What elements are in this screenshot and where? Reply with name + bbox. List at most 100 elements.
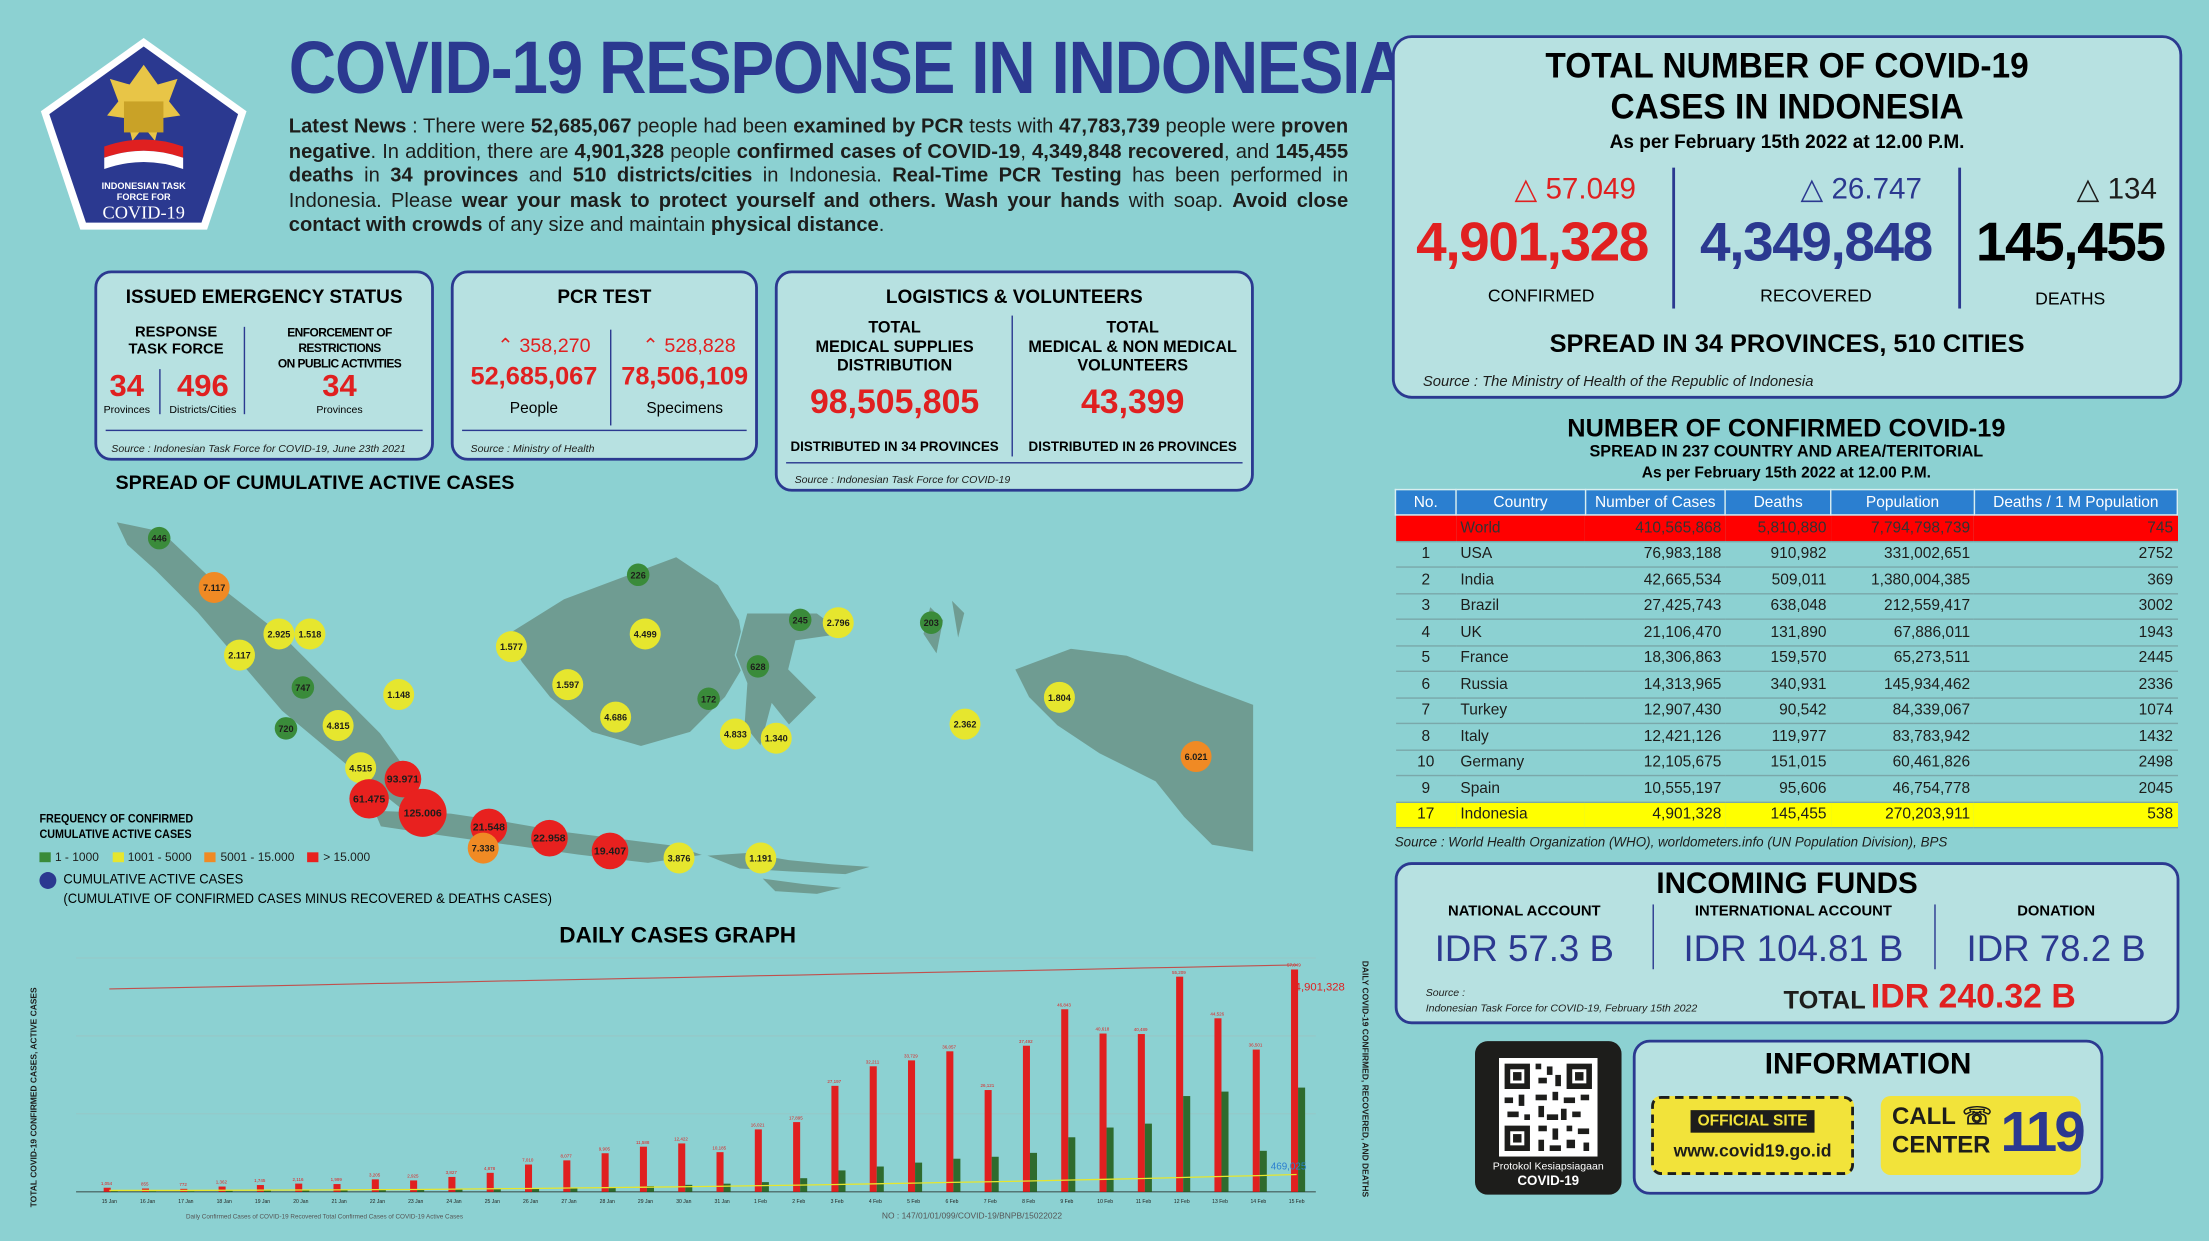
cell-country: UK xyxy=(1456,619,1585,646)
official-site-url: www.covid19.go.id xyxy=(1673,1141,1832,1161)
recovered-bar xyxy=(302,1190,310,1192)
daily-confirmed-bar xyxy=(908,1060,916,1192)
divider xyxy=(1672,167,1676,309)
x-tick-label: 14 Feb xyxy=(1250,1199,1266,1205)
x-tick-label: 6 Feb xyxy=(945,1199,958,1205)
x-tick-label: 2 Feb xyxy=(792,1199,805,1205)
legend-label: 1 - 1000 xyxy=(54,849,99,864)
daily-confirmed-bar xyxy=(103,1187,111,1192)
legend-title-line: FREQUENCY OF CONFIRMED xyxy=(39,811,194,826)
qr-caption2: COVID-19 xyxy=(1517,1173,1580,1190)
daily-confirmed-bar xyxy=(1061,1009,1069,1192)
table-row: 2 India 42,665,534 509,011 1,380,004,385 369 xyxy=(1395,567,2178,594)
cell-cases: 12,421,126 xyxy=(1584,723,1726,751)
daily-confirmed-bar xyxy=(1214,1018,1222,1192)
daily-confirmed-bar xyxy=(218,1186,226,1192)
daily-value-label: 40,618 xyxy=(1095,1027,1109,1032)
map-bubble xyxy=(822,607,854,639)
map-bubble-label: 4.515 xyxy=(349,763,372,773)
official-site-link[interactable]: OFFICIAL SITE www.covid19.go.id xyxy=(1651,1096,1854,1175)
recovered-bar xyxy=(532,1188,540,1192)
daily-confirmed-bar xyxy=(831,1085,839,1192)
daily-value-label: 1,054 xyxy=(101,1181,113,1186)
daily-value-label: 12,422 xyxy=(674,1137,688,1142)
world-asof: As per February 15th 2022 at 12.00 P.M. xyxy=(1641,464,1931,482)
cell-deaths-per-million: 1943 xyxy=(1974,619,2178,646)
qr-card[interactable]: Protokol Kesiapsiagaan COVID-19 xyxy=(1475,1041,1622,1195)
information-panel: INFORMATION OFFICIAL SITE www.covid19.go… xyxy=(1632,1039,2104,1195)
recovered-bar xyxy=(915,1162,923,1192)
international-account-value: IDR 104.81 B xyxy=(1683,926,1904,970)
cell-deaths: 638,048 xyxy=(1725,593,1831,620)
divider xyxy=(786,462,1243,464)
donation-label: DONATION xyxy=(2017,903,2096,920)
funds-source-label: Source : xyxy=(1425,986,1466,999)
deaths-delta: △ 134 xyxy=(2077,172,2157,207)
news-text: , xyxy=(1020,140,1033,163)
map-bubble-label: 7.117 xyxy=(203,583,225,593)
sumatra-shape xyxy=(114,520,431,814)
footer-code: NO : 147/01/01/099/COVID-19/BNPB/1502202… xyxy=(882,1211,1062,1221)
response-task-force-heading: RESPONSE TASK FORCE xyxy=(128,324,224,358)
col-cases-header: Number of Cases xyxy=(1584,488,1727,516)
cell-population: 67,886,011 xyxy=(1830,619,1975,646)
cell-population: 1,380,004,385 xyxy=(1830,567,1975,594)
cell-country: France xyxy=(1456,645,1585,672)
cell-country: USA xyxy=(1456,540,1585,568)
recovered-bar xyxy=(953,1158,961,1192)
table-row: 9 Spain 10,555,197 95,606 46,754,778 2045 xyxy=(1395,775,2178,803)
cell-country: Russia xyxy=(1456,671,1585,699)
map-bubble-label: 720 xyxy=(278,724,293,734)
daily-value-label: 9,905 xyxy=(599,1146,611,1151)
call-center-link[interactable]: CALL ☏ CENTER 119 xyxy=(1880,1096,2086,1175)
recovered-bar xyxy=(608,1187,616,1192)
active-cases-note: (CUMULATIVE OF CONFIRMED CASES MINUS REC… xyxy=(63,891,552,908)
daily-value-label: 37,492 xyxy=(1019,1039,1033,1044)
pcr-people-value: 52,685,067 xyxy=(470,362,598,391)
daily-value-label: 17,895 xyxy=(789,1115,803,1120)
cell-country: Turkey xyxy=(1456,697,1585,725)
pcr-specimens-label: Specimens xyxy=(646,400,724,418)
col-deaths-header: Deaths xyxy=(1724,488,1832,516)
up-arrow-icon: △ xyxy=(1800,173,1824,206)
pcr-source: Source : Ministry of Health xyxy=(470,442,595,456)
news-provinces: 34 provinces xyxy=(390,164,519,188)
pcr-people-label: People xyxy=(509,400,559,418)
x-tick-label: 12 Feb xyxy=(1174,1199,1190,1205)
news-text: in Indonesia. xyxy=(752,164,893,188)
cell-no: 3 xyxy=(1395,593,1457,620)
official-site-label: OFFICIAL SITE xyxy=(1690,1110,1815,1133)
x-tick-label: 8 Feb xyxy=(1022,1199,1035,1205)
map-bubble xyxy=(745,842,777,874)
legend-swatch xyxy=(307,852,319,863)
map-bubble xyxy=(552,669,584,701)
recovered-bar xyxy=(263,1190,271,1192)
world-cases-table: No. Country Number of Cases Deaths Popul… xyxy=(1394,488,2179,829)
emergency-source: Source : Indonesian Task Force for COVID… xyxy=(111,442,406,456)
x-tick-label: 22 Jan xyxy=(370,1199,385,1205)
recovered-bar xyxy=(570,1187,578,1192)
daily-value-label: 1,999 xyxy=(331,1177,343,1182)
map-bubble xyxy=(600,701,632,733)
legend-swatch xyxy=(112,852,124,863)
map-bubble-label: 1.804 xyxy=(1048,693,1072,703)
emergency-title: ISSUED EMERGENCY STATUS xyxy=(125,285,403,308)
news-districts: 510 districts/cities xyxy=(572,164,753,188)
qr-caption1: Protokol Kesiapsiagaan xyxy=(1492,1159,1604,1173)
map-bubble xyxy=(949,708,981,740)
daily-confirmed-bar xyxy=(869,1066,877,1192)
recovered-bar xyxy=(149,1191,157,1192)
news-mask: wear your mask to protect yourself and o… xyxy=(461,189,1120,213)
map-bubble xyxy=(1043,681,1075,713)
x-tick-label: 21 Jan xyxy=(332,1199,347,1205)
recovered-bar xyxy=(1183,1096,1191,1192)
map-bubble-label: 21.548 xyxy=(473,821,505,833)
x-tick-label: 18 Jan xyxy=(217,1199,232,1205)
legend-title-line: CUMULATIVE ACTIVE CASES xyxy=(39,826,192,842)
spread-provinces: SPREAD IN 34 PROVINCES, 510 CITIES xyxy=(1549,329,2025,358)
x-tick-label: 3 Feb xyxy=(831,1199,844,1205)
news-examined: examined by PCR xyxy=(793,115,964,139)
daily-confirmed-bar xyxy=(639,1146,647,1192)
daily-confirmed-bar xyxy=(754,1129,762,1192)
